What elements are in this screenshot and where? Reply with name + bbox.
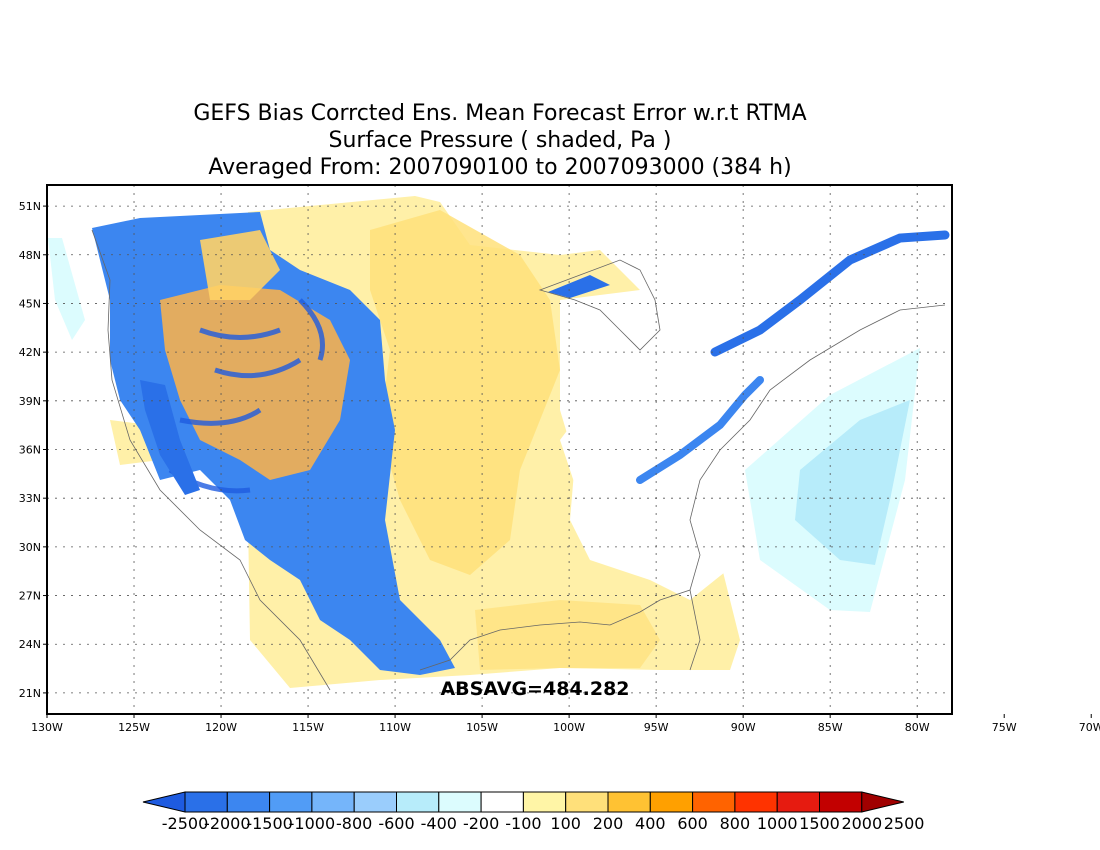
atlantic-negative-core — [795, 400, 910, 565]
colorbar-swatch — [311, 791, 355, 813]
lon-tick-label: 130W — [31, 721, 63, 734]
colorbar-tick-label: 2000 — [841, 814, 882, 833]
colorbar-tick-label: 1500 — [799, 814, 840, 833]
lat-tick-label: 48N — [19, 249, 41, 262]
colorbar-tick-label: -1500 — [246, 814, 293, 833]
colorbar — [142, 791, 904, 813]
colorbar-tick-label: 100 — [550, 814, 581, 833]
colorbar-tick-label: -100 — [505, 814, 541, 833]
lake-negative — [548, 275, 610, 298]
lat-tick-label: 24N — [19, 638, 41, 651]
colorbar-arrow-high — [861, 791, 904, 813]
colorbar-labels: -2500-2000-1500-1000 -800 -600 -400 -200 -100… — [162, 814, 925, 833]
title-line-3: Averaged From: 2007090100 to 2007093000 … — [208, 155, 792, 180]
lon-tick-label: 70W — [1079, 721, 1100, 734]
lon-tick-label: 105W — [466, 721, 498, 734]
colorbar-swatch — [734, 791, 778, 813]
colorbar-tick-label: -2500 — [162, 814, 209, 833]
lat-tick-label: 30N — [19, 541, 41, 554]
lon-tick-label: 120W — [205, 721, 237, 734]
map-title: GEFS Bias Corrcted Ens. Mean Forecast Er… — [0, 100, 1000, 181]
appalachian-negative-2 — [636, 376, 764, 484]
longitude-axis: 130W 125W 120W 115W 110W 105W 100W 95W 90W 85W 80W… — [31, 714, 1100, 734]
colorbar-swatch — [269, 791, 313, 813]
colorbar-swatch — [565, 791, 609, 813]
lat-tick-label: 33N — [19, 492, 41, 505]
colorbar-tick-label: 1000 — [757, 814, 798, 833]
colorbar-swatch — [607, 791, 651, 813]
colorbar-swatch — [776, 791, 821, 813]
colorbar-tick-label: 2500 — [884, 814, 925, 833]
colorbar-swatch — [438, 791, 482, 813]
title-line-1: GEFS Bias Corrcted Ens. Mean Forecast Er… — [193, 101, 807, 126]
colorbar-swatch — [226, 791, 271, 813]
lon-tick-label: 90W — [731, 721, 756, 734]
colorbar-tick-label: -600 — [378, 814, 414, 833]
lon-tick-label: 125W — [118, 721, 150, 734]
lat-tick-label: 27N — [19, 590, 41, 603]
sierra-negative — [140, 380, 200, 495]
colorbar-tick-label: -200 — [463, 814, 499, 833]
colorbar-tick-label: -800 — [336, 814, 372, 833]
lon-tick-label: 85W — [818, 721, 843, 734]
lon-tick-label: 80W — [905, 721, 930, 734]
colorbar-swatch — [184, 791, 228, 813]
lat-tick-label: 42N — [19, 346, 41, 359]
positive-error-field-dense — [370, 210, 560, 575]
colorbar-arrow-low — [142, 791, 186, 813]
colorbar-swatch — [819, 791, 863, 813]
gulf-positive-region — [475, 600, 660, 670]
coastline — [91, 229, 946, 691]
lon-tick-label: 100W — [553, 721, 585, 734]
colorbar-tick-label: -1000 — [289, 814, 336, 833]
lon-tick-label: 95W — [644, 721, 669, 734]
colorbar-tick-label: 600 — [677, 814, 708, 833]
absavg-label: ABSAVG=484.282 — [440, 678, 629, 700]
colorbar-tick-label: 400 — [635, 814, 666, 833]
western-terrain-positive-2 — [200, 230, 280, 300]
colorbar-tick-label: 800 — [720, 814, 751, 833]
colorbar-swatch — [522, 791, 567, 813]
terrain-blue-bands — [168, 298, 325, 494]
lat-tick-label: 36N — [19, 444, 41, 457]
colorbar-swatch — [480, 791, 524, 813]
lat-tick-label: 21N — [19, 687, 41, 700]
title-line-2: Surface Pressure ( shaded, Pa ) — [328, 128, 672, 153]
pacific-negative — [48, 238, 85, 340]
latitude-axis: 21N 24N 27N 30N 33N 36N 39N 42N 45N 48N 51N — [19, 200, 47, 700]
appalachian-negative — [710, 230, 950, 357]
lon-tick-label: 110W — [379, 721, 411, 734]
lat-tick-label: 45N — [19, 297, 41, 310]
lat-tick-label: 39N — [19, 395, 41, 408]
lon-tick-label: 115W — [292, 721, 324, 734]
lat-tick-label: 51N — [19, 200, 41, 213]
colorbar-tick-label: -400 — [421, 814, 457, 833]
grid-lines — [47, 185, 952, 714]
map-area — [47, 185, 952, 714]
colorbar-swatch — [396, 791, 440, 813]
colorbar-swatch — [692, 791, 736, 813]
colorbar-tick-label: 200 — [593, 814, 624, 833]
lon-tick-label: 75W — [992, 721, 1017, 734]
colorbar-swatch — [353, 791, 398, 813]
colorbar-swatch — [649, 791, 694, 813]
colorbar-tick-label: -2000 — [204, 814, 251, 833]
